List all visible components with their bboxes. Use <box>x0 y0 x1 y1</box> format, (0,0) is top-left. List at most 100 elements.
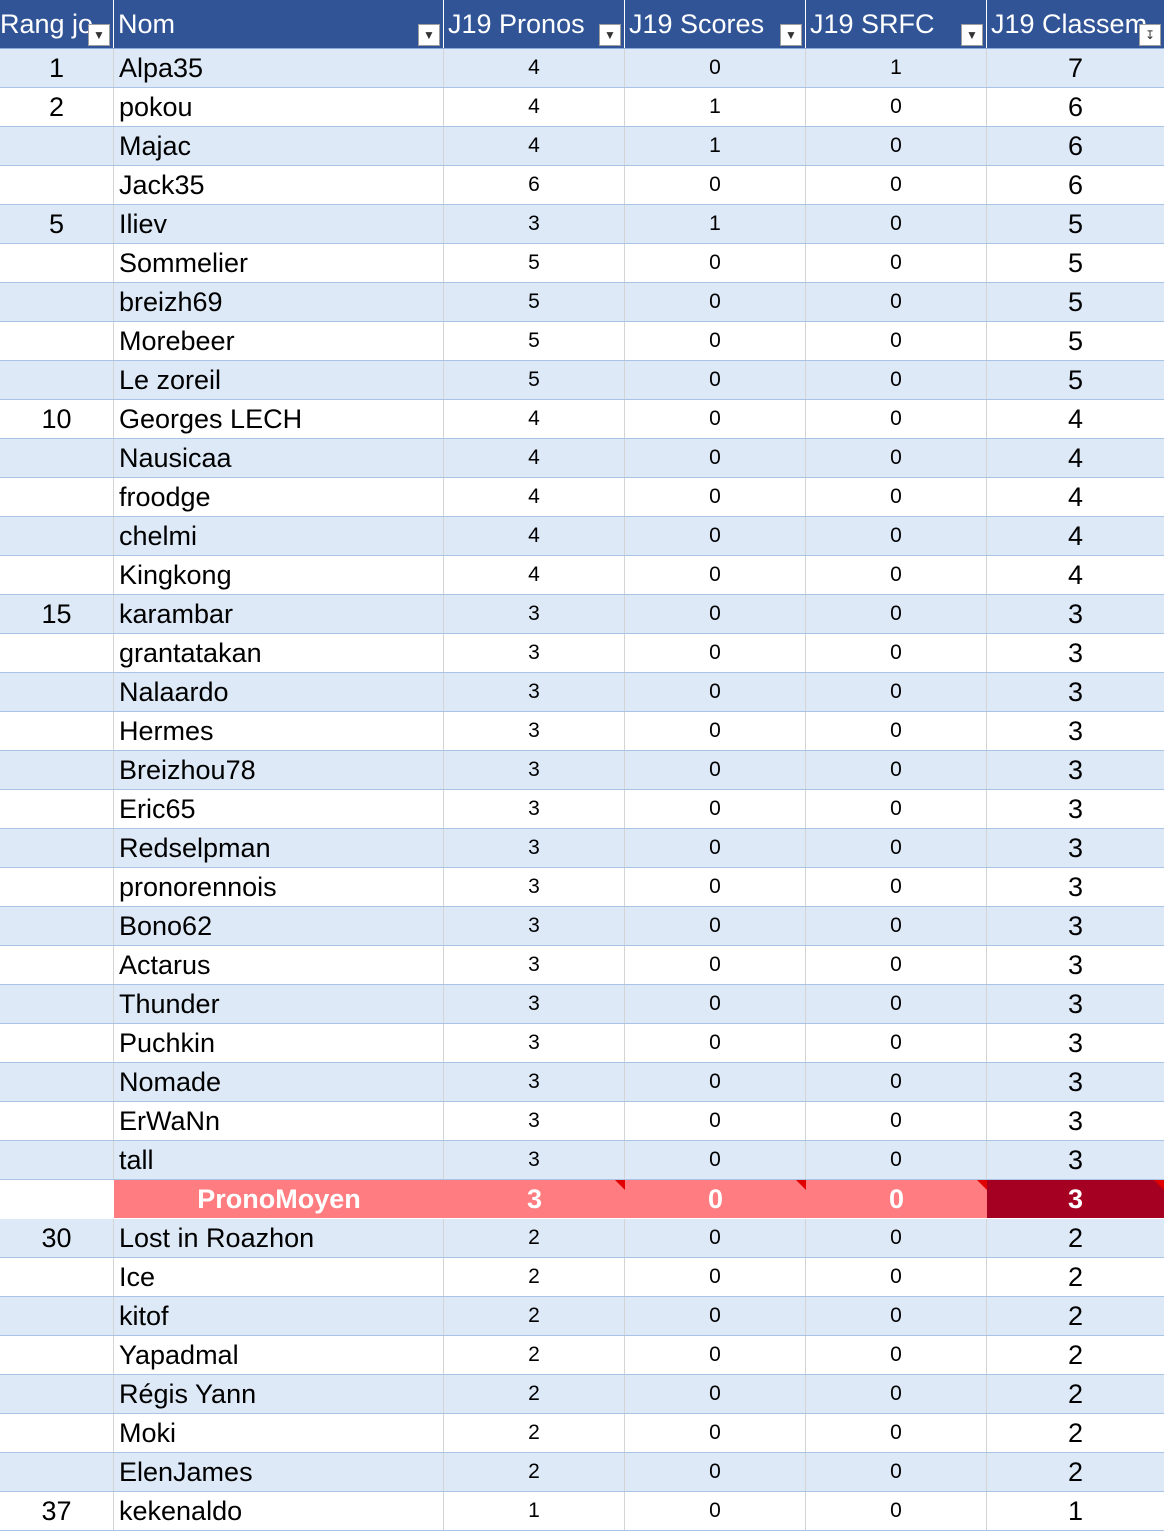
chevron-down-icon[interactable]: ▼ <box>88 24 110 46</box>
rank-cell[interactable]: 37 <box>0 1492 114 1530</box>
pronos-cell[interactable]: 2 <box>444 1219 625 1257</box>
pronos-cell[interactable]: 2 <box>444 1453 625 1491</box>
rank-cell[interactable] <box>0 322 114 360</box>
table-row[interactable]: Redselpman 3 0 0 3 <box>0 829 1164 868</box>
name-cell[interactable]: Nalaardo <box>114 673 444 711</box>
pronos-cell[interactable]: 5 <box>444 283 625 321</box>
scores-cell[interactable]: 1 <box>625 88 806 126</box>
pronos-cell[interactable]: 3 <box>444 907 625 945</box>
scores-cell[interactable]: 1 <box>625 205 806 243</box>
rank-cell[interactable] <box>0 634 114 672</box>
rank-cell[interactable] <box>0 166 114 204</box>
name-cell[interactable]: Régis Yann <box>114 1375 444 1413</box>
name-cell[interactable]: ElenJames <box>114 1453 444 1491</box>
srfc-cell[interactable]: 0 <box>806 1492 987 1530</box>
table-row[interactable]: chelmi 4 0 0 4 <box>0 517 1164 556</box>
srfc-cell[interactable]: 0 <box>806 127 987 165</box>
header-rang[interactable]: Rang jo ▼ <box>0 0 114 48</box>
name-cell[interactable]: Le zoreil <box>114 361 444 399</box>
srfc-cell[interactable]: 0 <box>806 1297 987 1335</box>
rank-cell[interactable] <box>0 1336 114 1374</box>
scores-cell[interactable]: 0 <box>625 712 806 750</box>
classement-cell[interactable]: 4 <box>1067 520 1084 551</box>
scores-cell[interactable]: 0 <box>625 1453 806 1491</box>
rank-cell[interactable] <box>0 946 114 984</box>
table-row[interactable]: 30 Lost in Roazhon 2 0 0 2 <box>0 1219 1164 1258</box>
scores-cell[interactable]: 0 <box>625 439 806 477</box>
srfc-cell[interactable]: 0 <box>806 868 987 906</box>
srfc-cell[interactable]: 0 <box>806 322 987 360</box>
name-cell[interactable]: Breizhou78 <box>114 751 444 789</box>
name-cell[interactable]: Ice <box>114 1258 444 1296</box>
pronos-cell[interactable]: 5 <box>444 244 625 282</box>
classement-cell[interactable]: 1 <box>1067 1495 1084 1526</box>
table-row[interactable]: kitof 2 0 0 2 <box>0 1297 1164 1336</box>
name-cell[interactable]: Nomade <box>114 1063 444 1101</box>
table-row[interactable]: Puchkin 3 0 0 3 <box>0 1024 1164 1063</box>
srfc-cell[interactable]: 0 <box>806 439 987 477</box>
pronos-cell[interactable]: 4 <box>444 556 625 594</box>
classement-cell[interactable]: 3 <box>1067 637 1084 668</box>
classement-cell[interactable]: 3 <box>1067 1027 1084 1058</box>
table-row[interactable]: pronorennois 3 0 0 3 <box>0 868 1164 907</box>
scores-cell[interactable]: 0 <box>625 49 806 87</box>
classement-cell[interactable]: 6 <box>1067 169 1084 200</box>
pronos-cell[interactable]: 3 <box>444 751 625 789</box>
table-row[interactable]: 1 Alpa35 4 0 1 7 <box>0 49 1164 88</box>
rank-cell[interactable] <box>0 556 114 594</box>
classement-cell[interactable]: 3 <box>1067 871 1084 902</box>
scores-cell[interactable]: 0 <box>625 1180 806 1218</box>
table-row[interactable]: Jack35 6 0 0 6 <box>0 166 1164 205</box>
classement-cell[interactable]: 4 <box>1067 481 1084 512</box>
srfc-cell[interactable]: 0 <box>806 400 987 438</box>
name-cell[interactable]: Bono62 <box>114 907 444 945</box>
srfc-cell[interactable]: 0 <box>806 1024 987 1062</box>
name-cell[interactable]: Puchkin <box>114 1024 444 1062</box>
table-row[interactable]: ErWaNn 3 0 0 3 <box>0 1102 1164 1141</box>
classement-cell[interactable]: 5 <box>1067 325 1084 356</box>
pronos-cell[interactable]: 4 <box>444 400 625 438</box>
classement-cell[interactable]: 5 <box>1067 364 1084 395</box>
srfc-cell[interactable]: 0 <box>806 283 987 321</box>
classement-cell[interactable]: 2 <box>1067 1378 1084 1409</box>
scores-cell[interactable]: 0 <box>625 946 806 984</box>
rank-cell[interactable] <box>0 517 114 555</box>
scores-cell[interactable]: 0 <box>625 1336 806 1374</box>
scores-cell[interactable]: 0 <box>625 595 806 633</box>
header-srfc[interactable]: J19 SRFC ▼ <box>806 0 987 48</box>
name-cell[interactable]: grantatakan <box>114 634 444 672</box>
scores-cell[interactable]: 0 <box>625 517 806 555</box>
table-row[interactable]: Nalaardo 3 0 0 3 <box>0 673 1164 712</box>
rank-cell[interactable]: 15 <box>0 595 114 633</box>
scores-cell[interactable]: 0 <box>625 1258 806 1296</box>
rank-cell[interactable] <box>0 1375 114 1413</box>
scores-cell[interactable]: 0 <box>625 790 806 828</box>
scores-cell[interactable]: 0 <box>625 985 806 1023</box>
pronos-cell[interactable]: 4 <box>444 439 625 477</box>
scores-cell[interactable]: 0 <box>625 868 806 906</box>
name-cell[interactable]: Redselpman <box>114 829 444 867</box>
name-cell[interactable]: pronorennois <box>114 868 444 906</box>
name-cell[interactable]: Nausicaa <box>114 439 444 477</box>
classement-cell[interactable]: 3 <box>1067 1144 1084 1175</box>
name-cell[interactable]: Iliev <box>114 205 444 243</box>
table-row[interactable]: tall 3 0 0 3 <box>0 1141 1164 1180</box>
pronos-cell[interactable]: 3 <box>444 1102 625 1140</box>
scores-cell[interactable]: 0 <box>625 322 806 360</box>
srfc-cell[interactable]: 0 <box>806 88 987 126</box>
table-row[interactable]: Thunder 3 0 0 3 <box>0 985 1164 1024</box>
rank-cell[interactable] <box>0 127 114 165</box>
name-cell[interactable]: karambar <box>114 595 444 633</box>
pronos-cell[interactable]: 4 <box>444 49 625 87</box>
scores-cell[interactable]: 0 <box>625 1375 806 1413</box>
pronos-cell[interactable]: 5 <box>444 361 625 399</box>
scores-cell[interactable]: 0 <box>625 1063 806 1101</box>
classement-cell[interactable]: 3 <box>1067 754 1084 785</box>
scores-cell[interactable]: 0 <box>625 1492 806 1530</box>
srfc-cell[interactable]: 0 <box>806 205 987 243</box>
rank-cell[interactable] <box>0 1141 114 1179</box>
pronos-cell[interactable]: 4 <box>444 478 625 516</box>
srfc-cell[interactable]: 0 <box>806 985 987 1023</box>
table-row[interactable]: Kingkong 4 0 0 4 <box>0 556 1164 595</box>
name-cell[interactable]: Lost in Roazhon <box>114 1219 444 1257</box>
